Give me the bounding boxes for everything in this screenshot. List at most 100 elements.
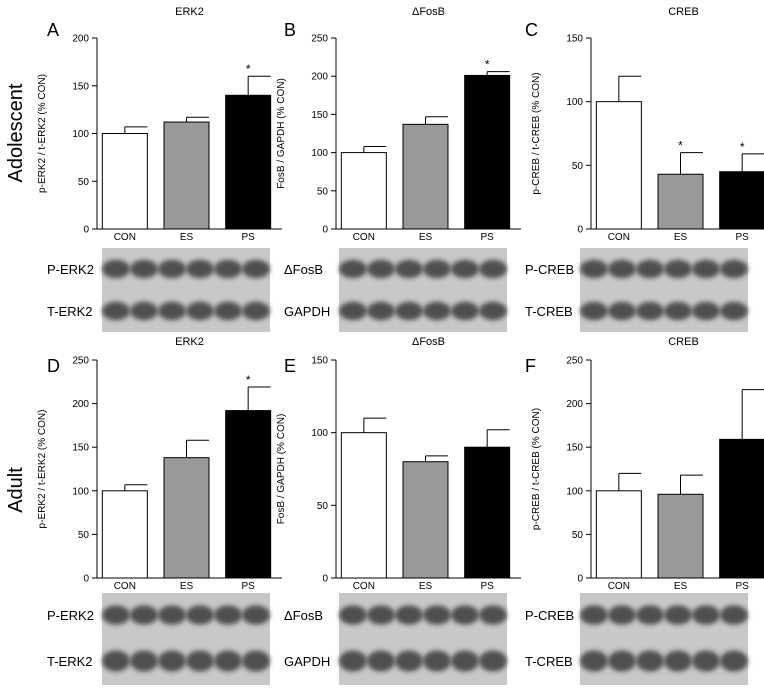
blot-band (339, 259, 367, 279)
blot-band (636, 301, 664, 321)
panel-label: E (284, 356, 296, 376)
blot-band (395, 605, 423, 625)
bar (464, 446, 511, 579)
blot-band (158, 605, 186, 625)
y-tick-label: 50 (317, 186, 329, 197)
bar (657, 173, 704, 230)
blot-band (367, 650, 395, 672)
x-tick-label: CON (353, 232, 375, 243)
y-axis-label: p-ERK2 / t-ERK2 (% CON) (37, 410, 48, 529)
blot-label: ΔFosB (284, 262, 323, 277)
y-tick-label: 150 (311, 356, 328, 367)
panel-label: D (47, 356, 60, 376)
blot-band (720, 605, 748, 625)
y-tick-label: 50 (317, 501, 329, 512)
row-label: Adult (5, 467, 27, 513)
blot-band (664, 650, 692, 672)
blot-band (214, 650, 242, 672)
blot-band (423, 650, 451, 672)
blot-band (242, 605, 270, 625)
bar (163, 457, 210, 579)
y-tick-label: 250 (72, 356, 89, 367)
significance: * (246, 62, 251, 76)
blot-band (367, 605, 395, 625)
blot-label: GAPDH (284, 654, 330, 669)
x-tick-label: PS (735, 232, 749, 243)
blot-band (102, 259, 130, 279)
blot-band (608, 259, 636, 279)
x-tick-label: ES (180, 581, 194, 592)
blot-band (339, 605, 367, 625)
blot-band (664, 605, 692, 625)
blot-band (608, 650, 636, 672)
blot-band (479, 301, 507, 321)
blot-band (423, 605, 451, 625)
y-tick-label: 0 (322, 225, 328, 236)
blot-image (580, 637, 748, 685)
blot-band (395, 301, 423, 321)
y-tick-label: 0 (577, 574, 583, 585)
blot-band (367, 259, 395, 279)
bar (101, 133, 148, 230)
x-tick-label: CON (608, 232, 630, 243)
blot-image (580, 248, 748, 290)
bar (595, 490, 642, 579)
blot-band (479, 605, 507, 625)
blot-band (479, 650, 507, 672)
blot-band (158, 301, 186, 321)
y-tick-label: 0 (577, 225, 583, 236)
y-tick-label: 50 (572, 530, 584, 541)
blot-band (186, 301, 214, 321)
panel-label: A (47, 20, 59, 40)
blot-band (720, 259, 748, 279)
y-tick-label: 100 (566, 97, 583, 108)
significance: * (246, 373, 251, 387)
x-tick-label: PS (241, 581, 255, 592)
blot-label: ΔFosB (284, 608, 323, 623)
y-axis-label: FosB / GAPDH (% CON) (276, 414, 287, 525)
y-tick-label: 100 (311, 428, 328, 439)
y-tick-label: 150 (311, 110, 328, 121)
blot-band (636, 605, 664, 625)
blot-band (214, 605, 242, 625)
bar (163, 121, 210, 230)
blot-band (423, 301, 451, 321)
blot-label: P-ERK2 (47, 608, 94, 623)
blot-label: P-ERK2 (47, 262, 94, 277)
bar (340, 152, 387, 230)
blot-band (186, 650, 214, 672)
y-axis-label: p-CREB / t-CREB (% CON) (531, 408, 542, 530)
y-tick-label: 100 (72, 486, 89, 497)
blot-band (395, 259, 423, 279)
blot-band (451, 650, 479, 672)
y-tick-label: 0 (83, 225, 89, 236)
blot-band (158, 650, 186, 672)
bar (719, 438, 764, 579)
blot-image (102, 248, 270, 290)
row-label: Adolescent (5, 83, 27, 182)
panel-label: F (525, 356, 536, 376)
y-tick-label: 50 (572, 161, 584, 172)
blot-band (692, 605, 720, 625)
blot-band (130, 301, 158, 321)
y-tick-label: 0 (322, 574, 328, 585)
y-tick-label: 200 (566, 399, 583, 410)
blot-band (720, 301, 748, 321)
y-axis-label: FosB / GAPDH (% CON) (276, 78, 287, 189)
y-tick-label: 50 (78, 177, 90, 188)
blot-band (608, 301, 636, 321)
x-tick-label: ES (180, 232, 194, 243)
blot-image (102, 290, 270, 332)
y-tick-label: 100 (311, 148, 328, 159)
blot-band (214, 259, 242, 279)
x-tick-label: PS (735, 581, 749, 592)
bar (402, 123, 449, 230)
blot-label: T-CREB (525, 654, 573, 669)
blot-band (339, 301, 367, 321)
blot-band (242, 259, 270, 279)
blot-band (451, 605, 479, 625)
bar (101, 490, 148, 579)
blot-image (339, 248, 507, 290)
blot-label: P-CREB (525, 262, 574, 277)
